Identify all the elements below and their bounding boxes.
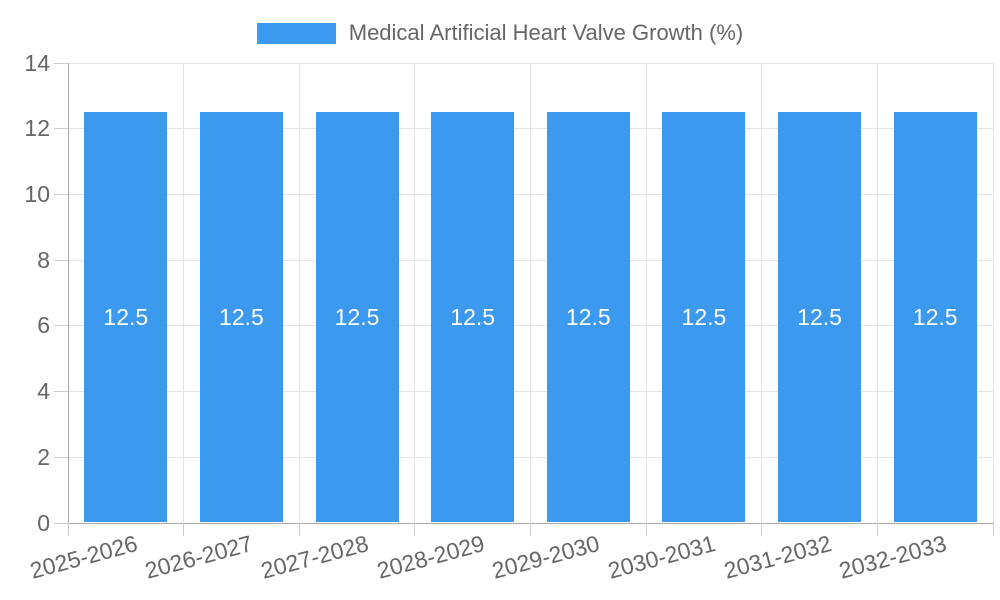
y-tick-label: 6 xyxy=(37,312,50,339)
x-tick-mark xyxy=(183,523,185,536)
v-gridline xyxy=(761,63,763,523)
x-tick-label: 2031-2032 xyxy=(720,530,834,584)
v-gridline xyxy=(298,63,300,523)
bar-value-label: 12.5 xyxy=(912,304,958,331)
x-tick-label: 2029-2030 xyxy=(489,530,603,584)
bar xyxy=(431,112,515,522)
y-tick-label: 2 xyxy=(37,443,50,470)
y-axis-line xyxy=(67,63,69,523)
x-tick-mark xyxy=(414,523,416,536)
chart-legend: Medical Artificial Heart Valve Growth (%… xyxy=(0,20,1000,46)
x-tick-label: 2028-2029 xyxy=(373,530,487,584)
x-tick-mark xyxy=(876,523,878,536)
x-tick-label: 2030-2031 xyxy=(605,530,719,584)
y-tick-mark xyxy=(54,391,68,393)
x-tick-mark xyxy=(530,523,531,536)
bar-value-label: 12.5 xyxy=(565,304,611,331)
v-gridline xyxy=(645,63,647,523)
x-tick-label: 2026-2027 xyxy=(142,530,256,584)
x-tick-mark xyxy=(67,523,69,536)
v-gridline xyxy=(183,63,185,523)
x-tick-mark xyxy=(298,523,300,536)
y-tick-mark xyxy=(54,62,68,64)
y-tick-label: 4 xyxy=(37,378,50,405)
y-tick-mark xyxy=(54,259,68,261)
x-tick-mark xyxy=(761,523,763,536)
y-tick-label: 14 xyxy=(24,49,50,76)
bar xyxy=(662,112,746,522)
bar xyxy=(199,112,283,522)
y-tick-mark xyxy=(54,128,68,130)
bar xyxy=(893,112,977,522)
bar-value-label: 12.5 xyxy=(797,304,842,331)
legend-label: Medical Artificial Heart Valve Growth (%… xyxy=(348,20,744,45)
bar-value-label: 12.5 xyxy=(219,304,264,331)
y-tick-mark xyxy=(54,522,68,524)
y-tick-mark xyxy=(54,325,68,327)
y-tick-label: 8 xyxy=(37,246,50,273)
bar xyxy=(778,112,862,522)
y-tick-label: 12 xyxy=(24,115,50,142)
y-tick-label: 10 xyxy=(24,180,50,207)
bar-value-label: 12.5 xyxy=(103,304,149,331)
bar-value-label: 12.5 xyxy=(334,304,380,331)
v-gridline xyxy=(876,63,878,523)
bar xyxy=(315,112,399,522)
y-tick-label: 0 xyxy=(37,509,50,536)
y-tick-mark xyxy=(54,456,68,458)
x-tick-label: 2027-2028 xyxy=(258,530,372,584)
v-gridline xyxy=(992,63,994,523)
v-gridline xyxy=(414,63,416,523)
bar-value-label: 12.5 xyxy=(450,304,496,331)
bar xyxy=(546,112,630,522)
bar xyxy=(84,112,168,522)
y-tick-mark xyxy=(54,193,68,195)
bar-value-label: 12.5 xyxy=(681,304,727,331)
x-tick-mark xyxy=(645,523,647,536)
x-tick-label: 2032-2033 xyxy=(836,530,950,584)
legend-swatch xyxy=(256,22,336,44)
x-tick-mark xyxy=(992,523,994,536)
v-gridline xyxy=(530,63,531,523)
x-tick-label: 2025-2026 xyxy=(27,530,141,584)
